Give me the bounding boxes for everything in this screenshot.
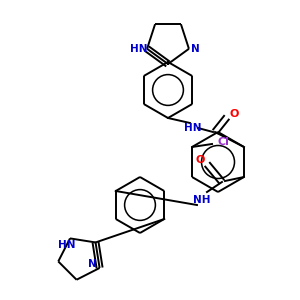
Text: HN: HN (184, 123, 202, 133)
Text: HN: HN (130, 44, 148, 54)
Text: N: N (190, 44, 199, 54)
Text: O: O (195, 155, 205, 165)
Text: NH: NH (193, 195, 211, 205)
Text: O: O (229, 109, 239, 119)
Text: HN: HN (58, 240, 76, 250)
Text: Cl: Cl (217, 137, 229, 147)
Text: N: N (88, 259, 97, 269)
